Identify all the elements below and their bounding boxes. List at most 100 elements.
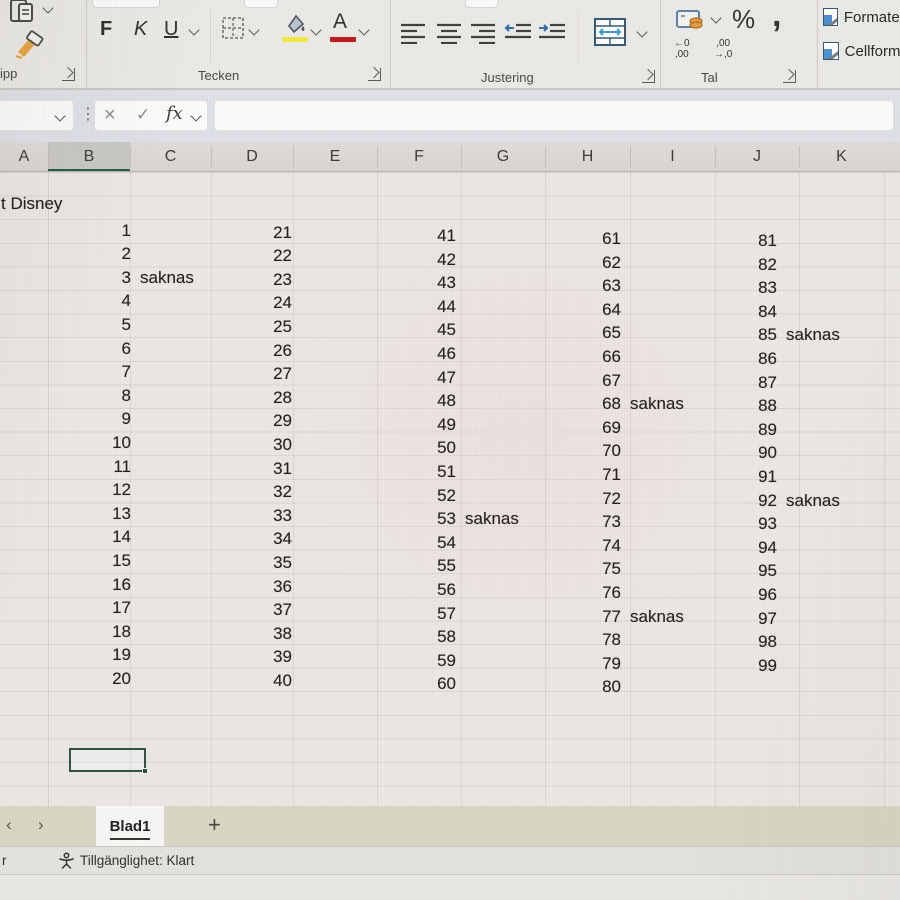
- cell-value[interactable]: 75: [602, 559, 621, 579]
- underline-chevron-icon[interactable]: [188, 24, 200, 36]
- cell-value[interactable]: 6: [121, 338, 131, 358]
- cell-value[interactable]: 29: [273, 411, 292, 431]
- font-color-bar[interactable]: [330, 37, 356, 42]
- cell-value[interactable]: 2: [121, 244, 131, 264]
- align-right-icon[interactable]: [470, 22, 496, 44]
- cell-value[interactable]: 37: [273, 600, 292, 620]
- cell-value[interactable]: 27: [273, 364, 292, 384]
- cell-value[interactable]: 58: [437, 627, 456, 647]
- cell-value[interactable]: 24: [273, 293, 292, 313]
- cell-value[interactable]: 35: [273, 552, 292, 572]
- cell-value[interactable]: 17: [112, 598, 131, 618]
- cell-value[interactable]: 81: [758, 231, 777, 250]
- cell-value[interactable]: 88: [758, 396, 777, 416]
- align-center-icon[interactable]: [436, 22, 462, 44]
- cell-value[interactable]: 28: [273, 387, 292, 407]
- cell-value[interactable]: 25: [273, 316, 292, 336]
- next-sheet-button[interactable]: ›: [38, 815, 44, 834]
- insert-function-button[interactable]: fx: [166, 103, 183, 124]
- cell-value[interactable]: 91: [758, 467, 777, 486]
- wrap-text-button-remnant[interactable]: [465, 0, 498, 8]
- cancel-button[interactable]: ×: [104, 104, 116, 126]
- cell-value[interactable]: 87: [758, 372, 777, 392]
- cell-value[interactable]: 98: [758, 632, 777, 652]
- cell-value[interactable]: 73: [602, 512, 621, 532]
- cell-value[interactable]: 78: [602, 630, 621, 650]
- cell-value[interactable]: 16: [112, 574, 131, 594]
- cell-value[interactable]: 72: [602, 488, 621, 508]
- cell-value[interactable]: 55: [437, 556, 456, 576]
- cell-value[interactable]: 19: [112, 645, 131, 665]
- cell-value[interactable]: 82: [758, 254, 777, 274]
- cell-value[interactable]: 22: [273, 246, 292, 266]
- font-name-dropdown-remnant[interactable]: [92, 0, 160, 8]
- cell-value[interactable]: 76: [602, 583, 621, 602]
- cell-value[interactable]: 40: [273, 670, 292, 690]
- cell-value[interactable]: 80: [602, 677, 621, 697]
- cell-value[interactable]: 39: [273, 647, 292, 667]
- cell-value[interactable]: 62: [602, 252, 621, 272]
- cell-value[interactable]: 4: [121, 291, 131, 311]
- cell-value[interactable]: 53: [437, 509, 456, 529]
- bold-button[interactable]: F: [100, 18, 113, 40]
- name-box[interactable]: [0, 100, 74, 131]
- cell-value[interactable]: 74: [602, 535, 621, 555]
- cell-value[interactable]: 11: [113, 456, 131, 476]
- cell-value[interactable]: 3: [121, 267, 131, 287]
- cell-value[interactable]: 32: [273, 482, 292, 502]
- cell-value[interactable]: 71: [602, 465, 621, 484]
- cell-value[interactable]: 5: [121, 314, 131, 334]
- column-header-J[interactable]: J: [753, 148, 761, 165]
- column-header-H[interactable]: H: [581, 148, 594, 165]
- cell-value[interactable]: 96: [758, 585, 777, 604]
- font-color-icon[interactable]: A: [333, 10, 348, 33]
- fill-color-icon[interactable]: [282, 12, 308, 36]
- cell-value[interactable]: 52: [437, 485, 456, 505]
- column-header-D[interactable]: D: [246, 148, 258, 165]
- cell-value[interactable]: 70: [602, 441, 621, 461]
- cell-value[interactable]: 92: [758, 490, 777, 510]
- cell-value[interactable]: 66: [602, 347, 621, 366]
- cell-value[interactable]: 44: [437, 296, 456, 316]
- sheet-grid[interactable]: t Disney 1 2 3 saknas 4 5 6 7 8 9 10 11 12 13 14 15 16 17…: [0, 172, 900, 806]
- cell-styles-button[interactable]: Cellformat: [823, 42, 900, 60]
- cell-value[interactable]: 7: [121, 362, 131, 382]
- cell-value[interactable]: 60: [437, 674, 456, 694]
- merge-chevron-icon[interactable]: [636, 26, 648, 38]
- cell-value[interactable]: 18: [112, 621, 131, 641]
- enter-button[interactable]: ✓: [136, 105, 151, 124]
- cell-value[interactable]: 23: [273, 269, 292, 289]
- cell-value[interactable]: 48: [437, 391, 456, 411]
- number-dialog-launcher-icon[interactable]: [783, 70, 796, 83]
- cell-note-saknas[interactable]: saknas: [786, 325, 840, 345]
- cell-value[interactable]: 64: [602, 299, 621, 319]
- formula-bar-grip-icon[interactable]: ⋮: [80, 106, 96, 123]
- cell-value[interactable]: 63: [602, 276, 621, 296]
- borders-chevron-icon[interactable]: [248, 24, 260, 36]
- add-sheet-button[interactable]: +: [208, 812, 221, 837]
- cell-value[interactable]: 65: [602, 323, 621, 343]
- column-header-I[interactable]: I: [670, 148, 675, 165]
- accounting-chevron-icon[interactable]: [710, 12, 722, 24]
- merge-center-icon[interactable]: [594, 18, 626, 46]
- fill-color-bar[interactable]: [282, 37, 308, 42]
- cell-value[interactable]: 13: [112, 503, 131, 523]
- cell-value[interactable]: 14: [112, 527, 131, 547]
- prev-sheet-button[interactable]: ‹: [6, 815, 12, 834]
- comma-style-button[interactable]: ,: [772, 0, 782, 34]
- cell-value[interactable]: 89: [758, 419, 777, 439]
- font-dialog-launcher-icon[interactable]: [368, 68, 381, 81]
- column-header-G[interactable]: G: [496, 148, 510, 165]
- cell-value[interactable]: 54: [437, 532, 456, 552]
- accounting-format-icon[interactable]: [676, 8, 706, 32]
- cell-value[interactable]: 93: [758, 514, 777, 534]
- clipboard-dialog-launcher-icon[interactable]: [62, 68, 75, 81]
- fill-color-chevron-icon[interactable]: [310, 24, 322, 36]
- fill-handle[interactable]: [142, 768, 148, 774]
- paste-icon[interactable]: [8, 0, 40, 24]
- cell-value[interactable]: 41: [437, 226, 456, 245]
- formula-input[interactable]: [214, 100, 894, 131]
- cell-value[interactable]: 30: [273, 434, 292, 454]
- column-header-B[interactable]: B: [48, 142, 130, 171]
- cell-value[interactable]: 83: [758, 278, 777, 298]
